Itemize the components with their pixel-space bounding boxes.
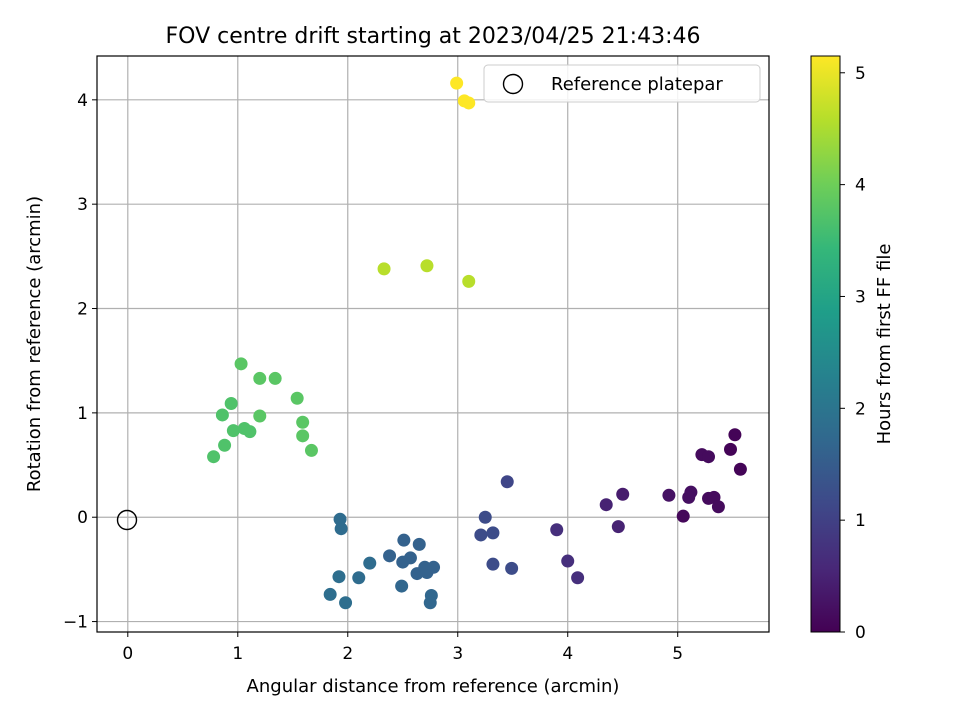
data-point xyxy=(486,557,500,571)
y-tick-label: −1 xyxy=(63,613,88,633)
data-point xyxy=(616,487,630,501)
x-tick-label: 4 xyxy=(562,644,573,664)
data-point xyxy=(253,409,267,423)
data-point xyxy=(561,554,575,568)
legend-box xyxy=(483,64,761,103)
colorbar-tick-label: 3 xyxy=(855,287,866,307)
colorbar-tick-label: 4 xyxy=(855,176,866,196)
data-point xyxy=(352,571,366,585)
data-point xyxy=(395,579,409,593)
data-point xyxy=(290,391,304,405)
x-tick-label: 2 xyxy=(342,644,353,664)
data-point xyxy=(333,512,347,526)
grid xyxy=(97,56,769,632)
data-point xyxy=(383,549,397,563)
plot-frame xyxy=(96,55,770,633)
data-point xyxy=(450,76,464,90)
legend: Reference platepar xyxy=(483,64,761,103)
y-axis-ticks: −1 0 1 2 3 4 xyxy=(63,91,97,633)
data-point xyxy=(339,596,353,610)
data-point xyxy=(334,522,348,536)
data-point xyxy=(676,509,690,523)
data-point xyxy=(474,528,488,542)
data-point xyxy=(599,498,613,512)
x-tick-label: 3 xyxy=(452,644,463,664)
legend-marker-icon xyxy=(502,73,524,95)
data-point xyxy=(728,428,742,442)
colorbar-tick-label: 0 xyxy=(855,623,866,643)
y-tick-label: 1 xyxy=(77,404,88,424)
data-point xyxy=(304,443,318,457)
colorbar-label: Hours from first FF file xyxy=(874,244,895,445)
data-point xyxy=(332,570,346,584)
data-point xyxy=(363,556,377,570)
data-point xyxy=(207,450,221,464)
data-point xyxy=(268,371,282,385)
data-point xyxy=(462,96,476,110)
data-point xyxy=(234,357,248,371)
data-point xyxy=(296,415,310,429)
colorbar xyxy=(810,55,841,633)
data-point xyxy=(662,488,676,502)
data-point xyxy=(611,520,625,534)
data-point xyxy=(243,425,257,439)
data-point xyxy=(486,526,500,540)
data-point xyxy=(224,396,238,410)
data-point xyxy=(724,442,738,456)
data-point xyxy=(296,429,310,443)
x-axis-label: Angular distance from reference (arcmin) xyxy=(247,676,620,697)
y-tick-label: 3 xyxy=(77,195,88,215)
data-point xyxy=(462,274,476,288)
data-point xyxy=(571,571,585,585)
reference-platepar-marker xyxy=(116,509,138,531)
data-point xyxy=(423,596,437,610)
colorbar-tick-label: 2 xyxy=(855,399,866,419)
data-point xyxy=(403,551,417,565)
x-tick-label: 1 xyxy=(232,644,243,664)
data-points xyxy=(207,76,747,610)
data-point xyxy=(478,510,492,524)
data-point xyxy=(682,490,696,504)
data-point xyxy=(711,500,725,514)
data-point xyxy=(427,560,441,574)
data-point xyxy=(702,450,716,464)
data-point xyxy=(215,408,229,422)
x-axis-ticks: 0 1 2 3 4 5 xyxy=(122,632,683,664)
data-point xyxy=(505,561,519,575)
y-axis-label: Rotation from reference (arcmin) xyxy=(24,196,45,492)
y-tick-label: 0 xyxy=(77,508,88,528)
data-point xyxy=(226,424,240,438)
data-point xyxy=(377,262,391,276)
colorbar-tick-label: 5 xyxy=(855,64,866,84)
chart-title: FOV centre drift starting at 2023/04/25 … xyxy=(166,24,701,49)
y-tick-label: 2 xyxy=(77,300,88,320)
y-tick-label: 4 xyxy=(77,91,88,111)
colorbar-ticks: 0 1 2 3 4 5 xyxy=(840,64,866,643)
data-point xyxy=(218,438,232,452)
x-tick-label: 5 xyxy=(672,644,683,664)
data-point xyxy=(550,523,564,537)
data-point xyxy=(420,259,434,273)
data-point xyxy=(323,587,337,601)
colorbar-tick-label: 1 xyxy=(855,511,866,531)
data-point xyxy=(733,462,747,476)
x-tick-label: 0 xyxy=(122,644,133,664)
data-point xyxy=(253,371,267,385)
data-point xyxy=(412,537,426,551)
legend-label: Reference platepar xyxy=(551,74,723,95)
data-point xyxy=(397,533,411,547)
data-point xyxy=(500,475,514,489)
